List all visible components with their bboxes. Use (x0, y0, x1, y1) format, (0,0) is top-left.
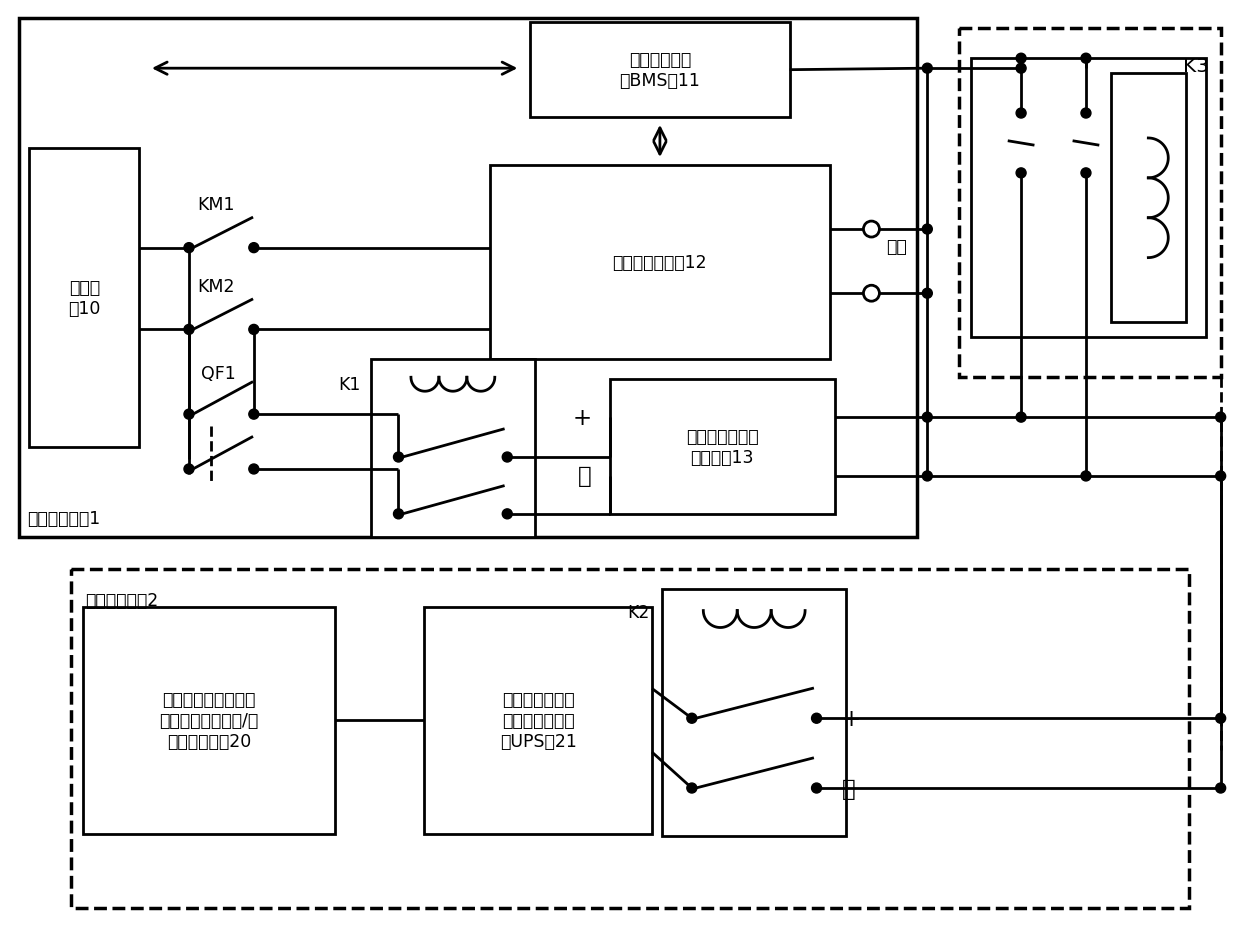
Circle shape (393, 509, 403, 519)
Text: 发电装置（即发电小
装置，如日光发电/温
差发电装置）20: 发电装置（即发电小 装置，如日光发电/温 差发电装置）20 (159, 691, 259, 750)
Circle shape (1215, 472, 1225, 481)
Circle shape (184, 244, 193, 253)
Circle shape (1081, 472, 1091, 481)
Circle shape (923, 64, 932, 74)
Bar (424, 607, 652, 834)
Circle shape (923, 289, 932, 298)
Circle shape (1081, 109, 1091, 119)
Bar (20, 19, 918, 538)
Text: 输出: 输出 (887, 238, 908, 256)
Text: K2: K2 (627, 603, 650, 621)
Text: +: + (842, 707, 861, 730)
Circle shape (1215, 714, 1225, 723)
Circle shape (249, 244, 259, 253)
Circle shape (1016, 109, 1025, 119)
Circle shape (184, 325, 193, 335)
Circle shape (393, 452, 403, 463)
Circle shape (923, 225, 932, 235)
Circle shape (249, 325, 259, 335)
Text: －: － (842, 777, 856, 800)
Text: K3: K3 (1183, 57, 1209, 76)
Circle shape (1215, 413, 1225, 423)
Text: KM1: KM1 (197, 196, 234, 213)
Text: QF1: QF1 (201, 365, 236, 383)
Text: －: － (578, 465, 591, 488)
Text: 电池管理系统
（BMS）11: 电池管理系统 （BMS）11 (620, 51, 701, 90)
Circle shape (502, 509, 512, 519)
Bar (662, 589, 847, 836)
Bar (1111, 74, 1185, 324)
Circle shape (811, 783, 822, 794)
Circle shape (249, 410, 259, 420)
Text: 主电源（即主弱
电电源）13: 主电源（即主弱 电电源）13 (686, 427, 759, 466)
Text: +: + (573, 406, 591, 429)
Bar (531, 23, 790, 118)
Circle shape (502, 452, 512, 463)
Text: 待机供电结构2: 待机供电结构2 (86, 591, 159, 609)
Bar (30, 149, 139, 448)
Text: 充、放电控制器12: 充、放电控制器12 (613, 254, 707, 272)
Bar (971, 59, 1205, 338)
Circle shape (1081, 54, 1091, 64)
Circle shape (1016, 54, 1025, 64)
Bar (71, 569, 1189, 908)
Circle shape (1081, 169, 1091, 179)
Bar (610, 380, 835, 514)
Circle shape (249, 464, 259, 475)
Circle shape (687, 783, 697, 794)
Text: 储能电
池10: 储能电 池10 (68, 279, 100, 318)
Circle shape (1016, 413, 1025, 423)
Circle shape (1215, 783, 1225, 794)
Bar (83, 607, 335, 834)
Bar (371, 360, 536, 538)
Circle shape (923, 472, 932, 481)
Circle shape (184, 464, 193, 475)
Text: KM2: KM2 (197, 277, 234, 295)
Bar (490, 166, 830, 360)
Text: K1: K1 (339, 375, 361, 394)
Circle shape (923, 413, 932, 423)
Circle shape (1016, 169, 1025, 179)
Text: 辅助电源（即小
功率弱电电源，
如UPS）21: 辅助电源（即小 功率弱电电源， 如UPS）21 (500, 691, 577, 750)
Circle shape (184, 410, 193, 420)
Circle shape (687, 714, 697, 723)
Bar (960, 30, 1220, 378)
Circle shape (811, 714, 822, 723)
Circle shape (1016, 64, 1025, 74)
Text: 储能本体结构1: 储能本体结构1 (27, 509, 100, 527)
